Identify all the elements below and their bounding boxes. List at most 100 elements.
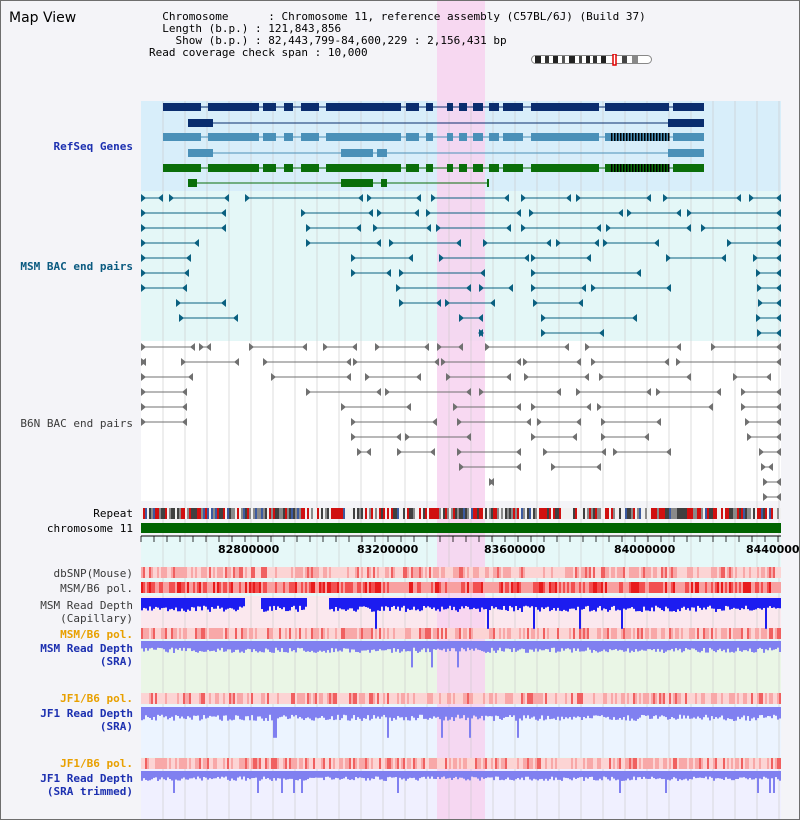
repeat-element [669,508,671,519]
jf1-sra-depth-bar [561,707,563,717]
msm-b6-pol-cell [471,582,473,593]
dbsnp-label: dbSNP(Mouse) [53,567,133,580]
msm-b6-pol-sra-cell [385,628,387,639]
repeat-element [379,508,381,519]
msm-sra-depth-bar [391,641,393,653]
bac-end-marker [376,388,381,396]
repeat-element [357,508,359,519]
dbsnp-cell [663,567,665,578]
capillary-depth-bar [211,598,213,608]
jf1-b6-pol-cell [439,693,441,704]
msm-b6-pol-cell [589,582,591,593]
dbsnp-cell [579,567,581,578]
jf1-trim-depth-bar [379,771,381,780]
msm-b6-pol-cell [443,582,445,593]
jf1-b6-pol-trim-cell [243,758,245,769]
msm-sra-depth-bar [341,641,343,652]
bac-end-marker [399,269,404,277]
msm-b6-pol-sra-cell [397,628,399,639]
msm-b6-pol-sra-cell [495,628,497,639]
msm-sra-depth-bar [359,641,361,653]
capillary-depth-bar [279,598,281,608]
bac-end-marker [445,299,450,307]
chromosome-ideogram[interactable] [531,54,653,66]
bac-end-marker [357,448,362,456]
msm-sra-depth-bar [449,641,451,652]
bac-end-marker [596,224,601,232]
dbsnp-cell [399,567,401,578]
msm-b6-pol-sra-cell [169,628,171,639]
repeat-element [683,508,685,519]
msm-b6-pol-cell [619,582,621,593]
jf1-trim-depth-bar [397,771,399,793]
capillary-depth-bar [261,598,263,610]
capillary-depth-bar [375,598,377,629]
msm-sra-depth-bar [169,641,171,650]
jf1-trim-depth-bar [471,771,473,777]
jf1-b6-pol-trim-cell [173,758,175,769]
jf1-b6-pol-trim-cell [435,758,437,769]
capillary-depth-bar [535,598,537,608]
capillary-depth-bar [539,598,541,612]
msm-b6-pol-cell [147,582,149,593]
capillary-depth-bar [725,598,727,606]
jf1-trim-depth-bar [763,771,765,777]
repeat-element [613,508,615,519]
jf1-b6-pol-cell [647,693,649,704]
msm-b6-pol-cell [179,582,181,593]
bac-end-marker [776,224,781,232]
jf1-trim-depth-bar [337,771,339,779]
repeat-element [313,508,315,519]
capillary-depth-bar [183,598,185,611]
jf1-sra-depth-bar [187,707,189,717]
jf1-trim-depth-bar [481,771,483,778]
bac-end-marker [516,448,521,456]
bac-end-marker [601,448,606,456]
jf1-trim-depth-bar [731,771,733,781]
jf1-b6-pol-trim-cell [401,758,403,769]
msm-b6-pol-sra-cell [167,628,169,639]
jf1-b6-pol-cell [529,693,531,704]
msm-b6-pol-cell [553,582,555,593]
jf1-b6-pol-trim-cell [719,758,721,769]
capillary-depth-bar [401,598,403,608]
jf1-sra-depth-bar [317,707,319,719]
bac-end-marker [606,224,611,232]
jf1-sra-depth-bar [489,707,491,717]
capillary-depth-bar [585,598,587,607]
msm-b6-pol-sra-cell [487,628,489,639]
jf1-b6-pol-label: JF1/B6 pol. [60,692,133,705]
jf1-trim-depth-bar [153,771,155,778]
gene-exon-dense [644,164,646,172]
jf1-b6-pol-cell [503,693,505,704]
capillary-depth-bar [293,598,295,606]
repeat-element [275,508,277,519]
jf1-trim-depth-bar [333,771,335,780]
repeat-element [723,508,725,519]
jf1-b6-pol-cell [539,693,541,704]
msm-sra-depth-bar [657,641,659,649]
jf1-trim-depth-bar [355,771,357,778]
capillary-depth-bar [269,598,271,607]
jf1-b6-pol-trim-cell [199,758,201,769]
jf1-sra-depth-bar [753,707,755,718]
msm-b6-pol-cell [403,582,405,593]
gene-exon [284,164,293,172]
repeat-element [753,508,755,519]
jf1-trim-depth-bar [269,771,271,780]
jf1-sra-depth-bar [443,707,445,721]
msm-sra-depth-bar [617,641,619,651]
capillary-depth-bar [189,598,191,611]
msm-b6-pol-sra-cell [333,628,335,639]
jf1-b6-pol-cell [323,693,325,704]
jf1-trim-depth-bar [639,771,641,778]
repeat-element [215,508,217,519]
jf1-b6-pol-cell [743,693,745,704]
capillary-depth-bar [537,598,539,610]
msm-b6-pol-cell [347,582,349,593]
jf1-b6-pol-cell [317,693,319,704]
msm-b6-pol-cell [523,582,525,593]
jf1-trim-depth-bar [775,771,777,778]
jf1-b6-pol-cell [661,693,663,704]
